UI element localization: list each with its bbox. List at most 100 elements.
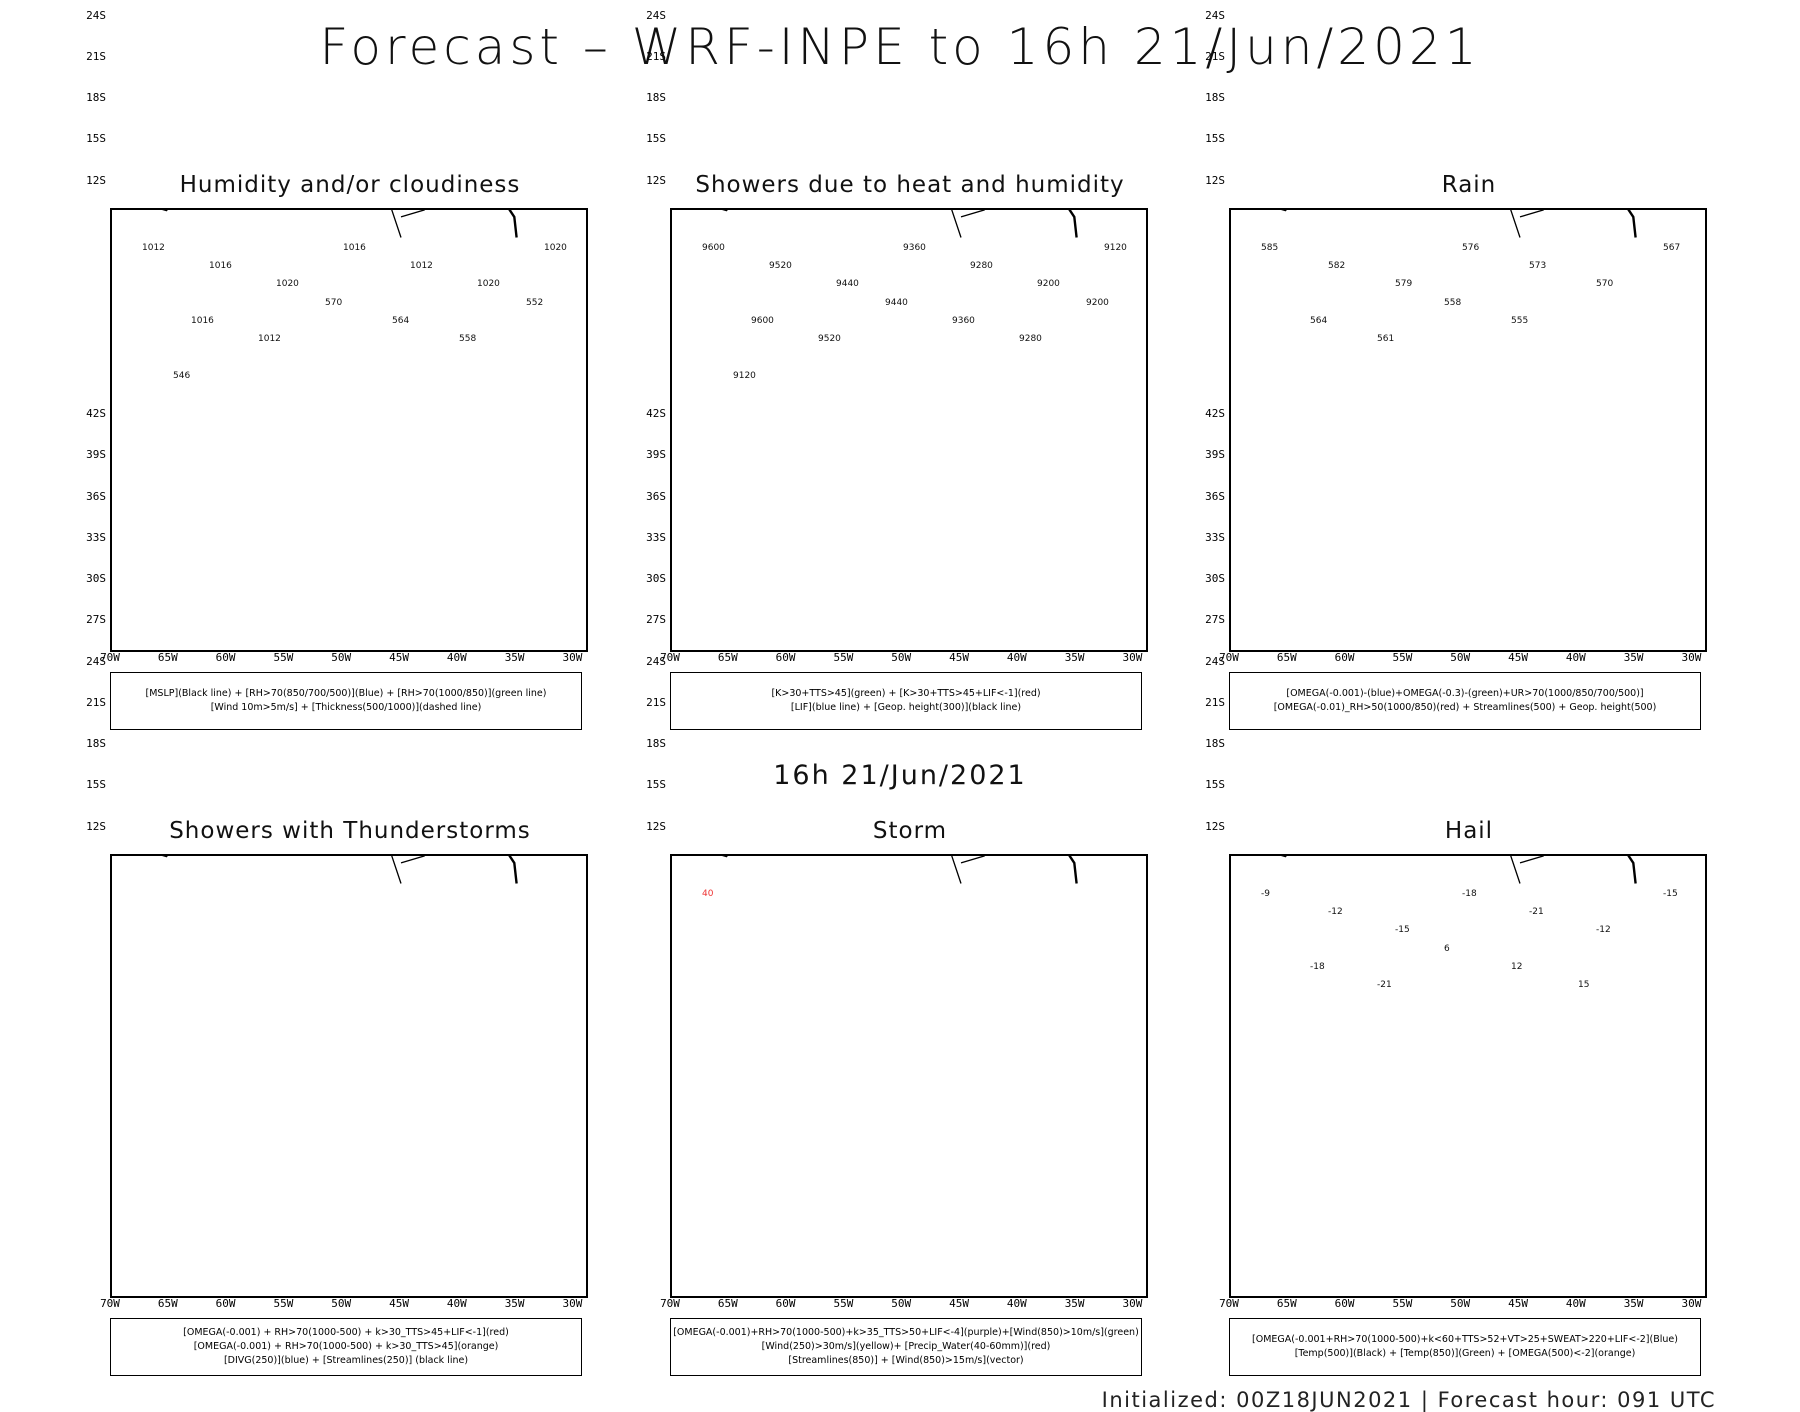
lat-tick-label: 12S: [1205, 173, 1225, 187]
contour-label: 1020: [544, 243, 567, 253]
map-svg: 585 582 579 576 573 570 567 564 561 558 555: [1261, 210, 1680, 344]
lat-tick-label: 24S: [86, 654, 106, 668]
state-border: [951, 856, 962, 884]
contour-label: 9200: [1086, 298, 1109, 308]
legend-line: [OMEGA(-0.01)_RH>50(1000/850)(red) + Str…: [1273, 702, 1657, 713]
lon-tick-label: 35W: [1064, 1297, 1085, 1310]
lat-tick-label: 15S: [86, 132, 106, 146]
lon-tick-label: 70W: [660, 651, 680, 664]
contour-label: 561: [1377, 334, 1394, 344]
map-plot: 9600 9520 9440 9360 9280 9200 9120 9600 9520 9440…: [670, 208, 1148, 652]
contour-label: 1016: [343, 243, 366, 253]
lat-tick-label: 12S: [86, 819, 106, 833]
lat-tick-label: 24S: [1205, 654, 1225, 668]
lat-tick-label: 21S: [646, 695, 666, 709]
contour-label: 1016: [191, 316, 214, 326]
mslp-labels: 1012 1016 1020 1016 1012 1020 1020 1016 1012 570 5…: [142, 243, 567, 381]
lat-tick-label: 36S: [86, 489, 106, 503]
contour-label: 9440: [836, 279, 859, 289]
state-border: [400, 856, 426, 864]
lon-tick-label: 30W: [1122, 1297, 1143, 1310]
lon-tick-label: 70W: [100, 1297, 120, 1310]
lon-tick-label: 70W: [1219, 1297, 1239, 1310]
state-border: [951, 210, 962, 238]
basemap-borders: [721, 856, 1078, 884]
lon-tick-label: 50W: [331, 1297, 352, 1310]
basemap-borders: [1280, 856, 1637, 884]
lon-tick-label: 40W: [1006, 651, 1027, 664]
lon-tick-label: 40W: [446, 1297, 467, 1310]
lat-tick-label: 21S: [86, 49, 106, 63]
lon-tick-label: 35W: [1623, 1297, 1644, 1310]
lat-tick-label: 15S: [1205, 132, 1225, 146]
state-border: [960, 856, 986, 864]
lat-tick-label: 39S: [646, 448, 666, 462]
lat-tick-label: 21S: [1205, 695, 1225, 709]
lat-tick-label: 30S: [1205, 572, 1225, 585]
lat-tick-label: 36S: [646, 489, 666, 503]
lon-tick-label: 30W: [1681, 1297, 1702, 1310]
legend-line: [Wind 10m>5m/s] + [Thickness(500/1000)](…: [210, 702, 482, 713]
lat-tick-label: 33S: [646, 530, 666, 544]
map-plot: 40: [670, 854, 1148, 1298]
contour-label: 1016: [209, 261, 232, 271]
contour-label: -18: [1462, 889, 1477, 899]
contour-label: 579: [1395, 279, 1412, 289]
lat-tick-label: 33S: [86, 530, 106, 544]
map-svg: 40: [702, 856, 1078, 899]
lon-tick-label: 30W: [562, 1297, 583, 1310]
lon-tick-label: 70W: [1219, 651, 1239, 664]
lon-tick-label: 40W: [1006, 1297, 1027, 1310]
lon-tick-label: 45W: [1508, 1297, 1528, 1310]
lat-tick-label: 27S: [86, 613, 106, 627]
legend-line: [Streamlines(850)] + [Wind(850)>15m/s](v…: [788, 1355, 1024, 1366]
lon-tick-label: 50W: [331, 651, 352, 664]
lat-tick-label: 24S: [86, 8, 106, 22]
lat-tick-label: 21S: [646, 49, 666, 63]
map-plot: 1012 1016 1020 1016 1012 1020 1020 1016 1012 570 5…: [110, 208, 588, 652]
map-plot: 585 582 579 576 573 570 567 564 561 558 555: [1229, 208, 1707, 652]
lat-tick-label: 12S: [646, 819, 666, 833]
map-plot: -9 -12 -15 -18 -21 -12 -15 -18 -21 6 12 15: [1229, 854, 1707, 1298]
contour-label: 546: [173, 371, 190, 381]
lon-tick-label: 35W: [1623, 651, 1644, 664]
panel-legend: [MSLP](Black line) + [RH>70(850/700/500)…: [110, 672, 582, 730]
contour-label: 9520: [769, 261, 792, 271]
lat-tick-label: 12S: [646, 173, 666, 187]
contour-label: 6: [1444, 944, 1450, 954]
coastline: [1627, 856, 1637, 884]
lat-tick-label: 15S: [86, 778, 106, 792]
lon-tick-label: 60W: [215, 1297, 236, 1310]
map-svg: [161, 856, 518, 884]
contour-label: -9: [1261, 889, 1270, 899]
panel-legend: [OMEGA(-0.001)-(blue)+OMEGA(-0.3)-(green…: [1229, 672, 1701, 730]
lat-tick-label: 15S: [646, 132, 666, 146]
legend-line: [OMEGA(-0.001+RH>70(1000-500)+k<60+TTS>5…: [1252, 1334, 1678, 1345]
lon-tick-label: 35W: [1064, 651, 1085, 664]
panel-title: Hail: [1444, 818, 1494, 844]
lon-tick-label: 65W: [1276, 1297, 1297, 1310]
contour-label: 558: [1444, 298, 1461, 308]
contour-label: 9200: [1037, 279, 1060, 289]
state-border: [1519, 856, 1545, 864]
lat-tick-label: 24S: [1205, 8, 1225, 22]
legend-line: [OMEGA(-0.001) + RH>70(1000-500) + k>30_…: [193, 1341, 499, 1352]
panel-legend: [K>30+TTS>45](green) + [K>30+TTS>45+LIF<…: [670, 672, 1142, 730]
lon-tick-label: 35W: [504, 1297, 525, 1310]
lat-tick-label: 18S: [646, 91, 666, 104]
contour-label: 9120: [733, 371, 756, 381]
lat-tick-label: 30S: [86, 572, 106, 585]
lat-tick-label: 18S: [646, 737, 666, 750]
lon-tick-label: 55W: [1392, 651, 1413, 664]
lat-tick-label: 12S: [1205, 819, 1225, 833]
panel-legend: [OMEGA(-0.001)+RH>70(1000-500)+k>35_TTS>…: [670, 1318, 1142, 1376]
legend-line: [DIVG(250)](blue) + [Streamlines(250)] (…: [223, 1355, 469, 1366]
contour-label: 564: [392, 316, 409, 326]
legend-line: [OMEGA(-0.001)-(blue)+OMEGA(-0.3)-(green…: [1286, 688, 1644, 699]
contour-label: 9280: [1019, 334, 1042, 344]
contour-label: 564: [1310, 316, 1327, 326]
lon-tick-label: 40W: [1565, 651, 1586, 664]
lat-tick-label: 21S: [86, 695, 106, 709]
contour-label: 555: [1511, 316, 1528, 326]
contour-label: 9360: [903, 243, 926, 253]
